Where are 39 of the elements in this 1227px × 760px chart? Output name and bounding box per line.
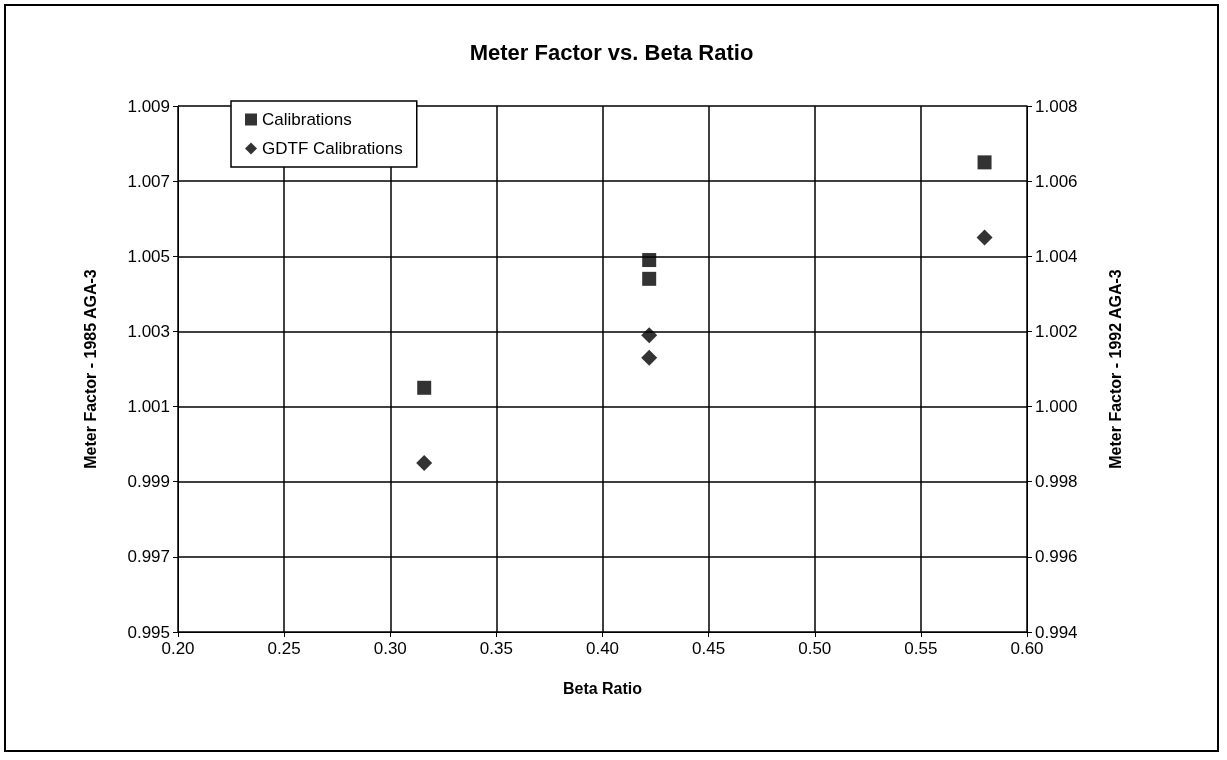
y-tick-label: 1.007: [127, 171, 170, 191]
point: [641, 327, 658, 344]
y-tick-label: 1.001: [127, 397, 170, 417]
y2-tick-label: 1.008: [1035, 96, 1078, 116]
point: [641, 349, 658, 366]
y-tick-label: 0.995: [127, 622, 170, 642]
legend-label: GDTF Calibrations: [262, 139, 403, 158]
x-tick-label: 0.40: [585, 639, 620, 658]
point: [977, 155, 992, 170]
x-tick-label: 0.50: [798, 639, 832, 658]
y2-tick-label: 1.006: [1035, 171, 1078, 191]
x-tick-label: 0.45: [692, 639, 726, 658]
x-tick-label: 0.25: [267, 639, 301, 658]
x-tick-label: 0.60: [1010, 639, 1044, 658]
y-axis-title: Meter Factor - 1985 AGA-3: [81, 269, 99, 469]
y-tick-label: 0.999: [127, 472, 170, 492]
x-tick-label: 0.55: [904, 639, 938, 658]
y-tick-label: 0.997: [127, 547, 170, 567]
y2-tick-label: 1.004: [1035, 246, 1078, 266]
legend-label: Calibrations: [262, 110, 352, 129]
y-tick-label: 1.003: [127, 321, 170, 341]
point: [976, 229, 993, 246]
y-tick-label: 1.005: [127, 246, 170, 266]
point: [642, 271, 657, 286]
point: [416, 454, 433, 471]
y2-tick-label: 0.998: [1035, 472, 1078, 492]
y2-tick-label: 1.002: [1035, 321, 1078, 341]
point: [642, 253, 657, 268]
x-tick-label: 0.30: [373, 639, 407, 658]
point: [417, 380, 432, 395]
chart-title: Meter Factor vs. Beta Ratio: [469, 39, 754, 65]
x-axis-title: Beta Ratio: [562, 679, 643, 697]
y2-tick-label: 0.994: [1035, 622, 1078, 642]
y2-axis-title: Meter Factor - 1992 AGA-3: [1106, 269, 1124, 469]
y-tick-label: 1.009: [127, 96, 170, 116]
y2-tick-label: 1.000: [1035, 397, 1078, 417]
x-tick-label: 0.20: [161, 639, 195, 658]
x-tick-label: 0.35: [479, 639, 513, 658]
y2-tick-label: 0.996: [1035, 547, 1078, 567]
